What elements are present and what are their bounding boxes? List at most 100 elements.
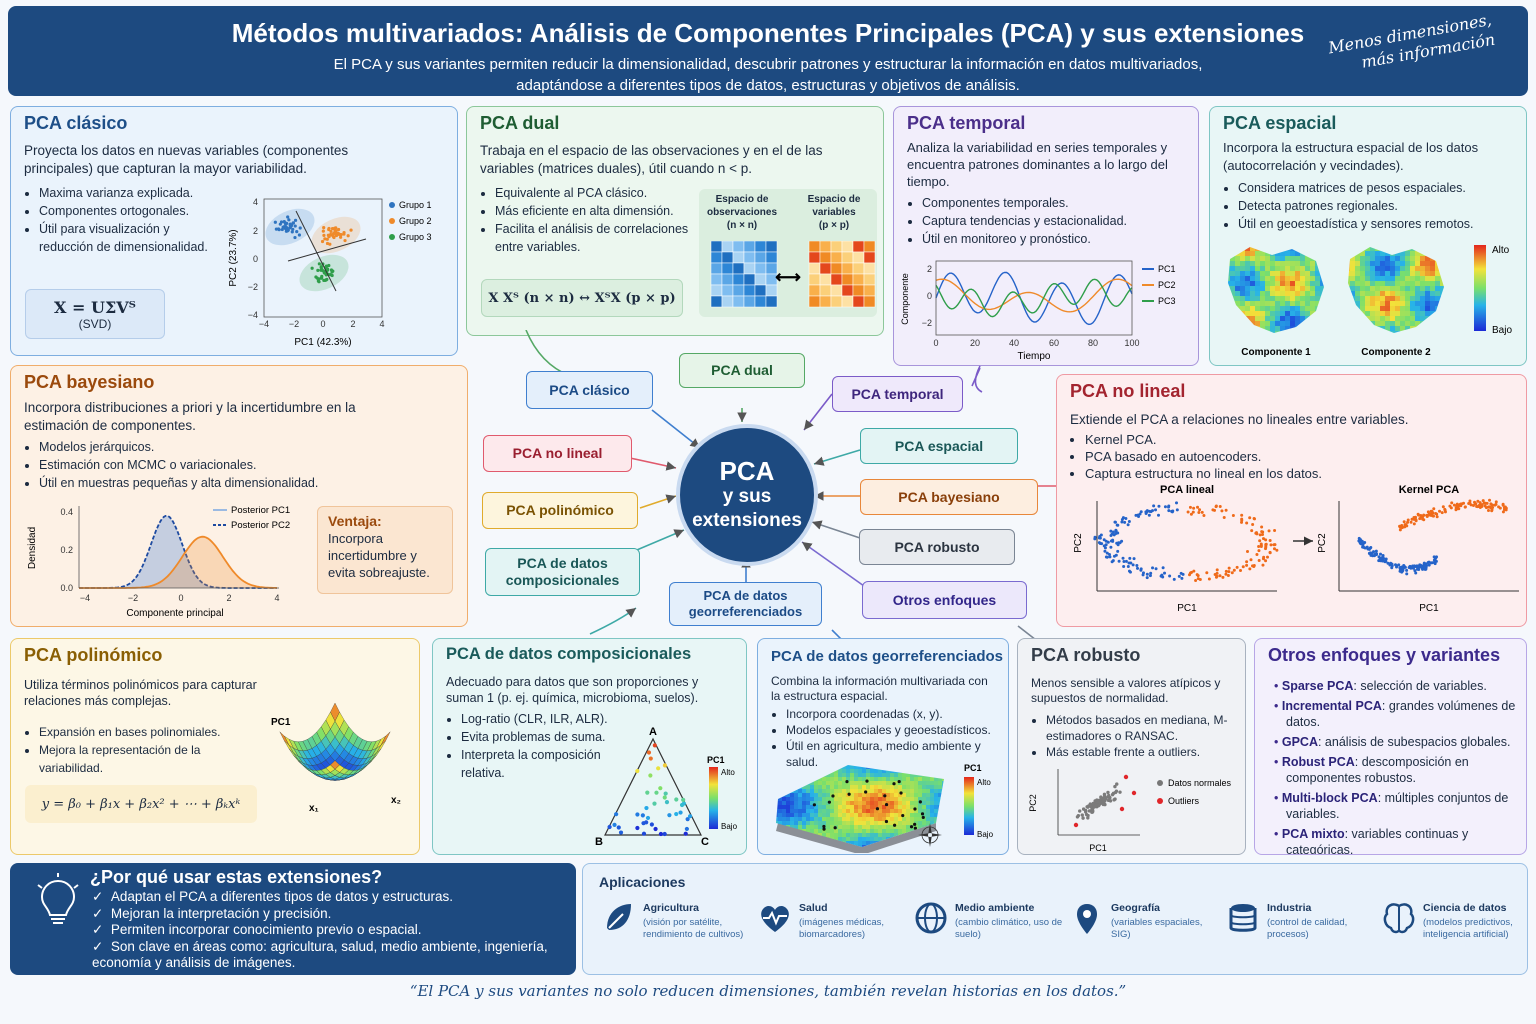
sample-point (901, 813, 905, 818)
svg-text:Componente 2: Componente 2 (1361, 347, 1431, 358)
scatter-point (1113, 520, 1117, 524)
svg-text:Bajo: Bajo (977, 830, 994, 839)
scatter-point (328, 242, 332, 246)
svg-text:x₁: x₁ (309, 803, 319, 813)
scatter-point (1369, 546, 1373, 550)
scatter-point (1448, 504, 1452, 508)
scatter-point (1434, 556, 1438, 560)
svg-text:2: 2 (253, 226, 258, 236)
scatter-point (1103, 549, 1107, 553)
svg-text:⟷: ⟷ (775, 267, 801, 287)
ternary-point (646, 750, 652, 755)
scatter-point (1213, 573, 1217, 577)
scatter-point (1264, 547, 1268, 551)
scatter-point (1240, 513, 1244, 517)
scatter-point (1268, 539, 1272, 543)
node-pca-robust[interactable]: PCA robusto (859, 529, 1015, 565)
sample-point (833, 826, 837, 830)
scatter-point (1116, 523, 1120, 527)
scatter-point (1126, 565, 1130, 569)
scatter-point (1141, 573, 1145, 577)
sample-point (899, 791, 903, 795)
card-pca-spatial: PCA espacial Incorpora la estructura esp… (1209, 106, 1527, 366)
card-desc: Analiza la variabilidad en series tempor… (907, 140, 1168, 189)
scatter-point (1115, 782, 1119, 786)
node-other-approaches[interactable]: Otros enfoques (862, 581, 1027, 619)
ternary-point (618, 830, 624, 835)
scatter-point (1124, 517, 1128, 521)
node-pca-nonlinear[interactable]: PCA no lineal (483, 435, 632, 472)
scatter-point (1189, 512, 1193, 516)
node-pca-georeferenced[interactable]: PCA de datos georreferenciados (669, 582, 822, 626)
scatter-point (1224, 508, 1228, 512)
compass-icon (918, 823, 942, 847)
scatter-point (1259, 545, 1263, 549)
list-item: ✓ Son clave en áreas como: agricultura, … (92, 938, 548, 971)
scatter-point (343, 238, 347, 243)
node-pca-temporal[interactable]: PCA temporal (832, 376, 963, 412)
list-item: • Incremental PCA: grandes volúmenes de … (1274, 699, 1516, 729)
list-item: Log-ratio (CLR, ILR, ALR). (461, 710, 628, 728)
scatter-point (1478, 501, 1482, 505)
ternary-point (684, 826, 689, 832)
ternary-point (635, 768, 640, 774)
list-item: Útil en muestras pequeñas y alta dimensi… (39, 474, 467, 492)
ternary-point (674, 811, 679, 817)
scatter-point (1205, 571, 1209, 575)
scatter-point (1398, 525, 1402, 529)
scatter-point (1227, 566, 1231, 570)
ternary-point (635, 825, 640, 831)
scatter-point (1402, 563, 1406, 567)
scatter-point (1145, 576, 1149, 580)
scatter-point (316, 268, 320, 273)
node-pca-bayes[interactable]: PCA bayesiano (860, 479, 1038, 515)
scatter-point (1240, 517, 1244, 521)
ternary-point (667, 813, 672, 818)
scatter-point (1240, 520, 1244, 524)
scatter-point (1257, 549, 1261, 553)
why-panel: ¿Por qué usar estas extensiones? ✓ Adapt… (10, 863, 576, 975)
svg-text:Posterior PC1: Posterior PC1 (231, 505, 290, 516)
svg-text:0.0: 0.0 (60, 583, 73, 593)
scatter-point (1220, 509, 1224, 513)
x-axis-label: PC1 (42.3%) (294, 337, 351, 348)
svg-text:Densidad: Densidad (27, 527, 38, 569)
outlier-point (1073, 822, 1079, 828)
scatter-point (1416, 565, 1420, 569)
scatter-point (321, 229, 325, 233)
scatter-point (293, 235, 297, 240)
node-pca-compositional[interactable]: PCA de datos composicionales (485, 548, 640, 596)
svg-text:40: 40 (1009, 338, 1019, 348)
brain-icon (1383, 903, 1415, 934)
node-pca-spatial[interactable]: PCA espacial (860, 428, 1018, 464)
scatter-point (1273, 528, 1277, 532)
scatter-point (1424, 567, 1428, 571)
list-item: Modelos jerárquicos. (39, 438, 467, 456)
scatter-point (1267, 529, 1271, 533)
scatter-point (291, 227, 295, 231)
scatter-point (1167, 509, 1171, 513)
ternary-point (662, 763, 668, 768)
scatter-point (1425, 513, 1429, 517)
scatter-point (1400, 526, 1404, 530)
list-item: Captura estructura no lineal en los dato… (1085, 465, 1526, 482)
scatter-point (298, 226, 302, 230)
scatter-point (1390, 566, 1394, 570)
scatter-point (1121, 516, 1125, 520)
node-pca-dual[interactable]: PCA dual (679, 353, 805, 388)
scatter-point (1106, 790, 1110, 795)
svg-text:−4: −4 (80, 593, 90, 603)
svg-text:2: 2 (927, 264, 932, 274)
scatter-point (1154, 567, 1158, 571)
node-pca-classic[interactable]: PCA clásico (526, 371, 653, 409)
list-item: Modelos espaciales y geoestadísticos. (786, 722, 1008, 738)
node-pca-poly[interactable]: PCA polinómico (482, 492, 638, 529)
card-title: PCA temporal (907, 113, 1026, 133)
scatter-point (1402, 520, 1406, 524)
scatter-point (1489, 502, 1493, 506)
svg-text:0: 0 (178, 593, 183, 603)
list-item: Estimación con MCMC o variacionales. (39, 456, 467, 474)
svg-text:PC1: PC1 (271, 717, 291, 728)
sample-point (875, 807, 880, 811)
scatter-point (329, 229, 333, 234)
